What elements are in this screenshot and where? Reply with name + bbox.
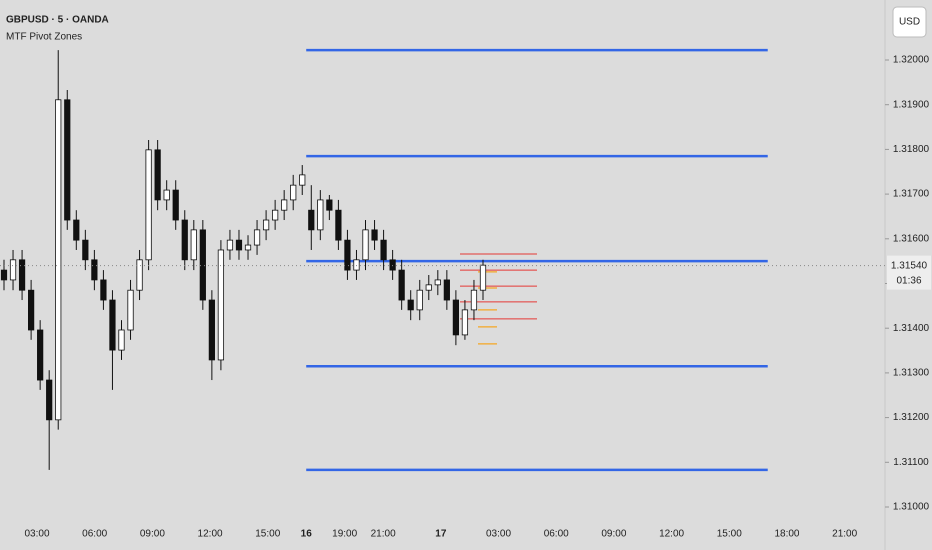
x-tick-label: 21:00 [832, 529, 857, 540]
candle-body [398, 269, 405, 301]
candle-body [208, 299, 215, 361]
candle-body [416, 289, 423, 311]
y-tick-label: 1.31600 [893, 233, 930, 244]
y-tick-label: 1.31900 [893, 99, 930, 110]
candle-body [82, 239, 89, 261]
x-tick-label: 03:00 [486, 529, 511, 540]
x-tick-label: 06:00 [544, 529, 569, 540]
candle-body [226, 239, 234, 251]
candle-body [28, 289, 35, 331]
y-tick-label: 1.31700 [893, 189, 930, 200]
candle-body [262, 219, 270, 231]
candle-body [118, 329, 125, 351]
currency-label[interactable]: USD [899, 17, 920, 28]
candle-body [308, 209, 315, 231]
x-tick-label: 17 [435, 529, 447, 540]
candle-body [371, 229, 378, 241]
candle-body [425, 284, 432, 291]
candle-body [9, 259, 17, 281]
candle-body [109, 299, 116, 351]
y-tick-label: 1.31400 [893, 323, 930, 334]
x-tick-label: 09:00 [601, 529, 626, 540]
candle-body [100, 279, 107, 301]
indicator-name: MTF Pivot Zones [6, 32, 82, 43]
x-tick-label: 09:00 [140, 529, 165, 540]
candle-body [181, 219, 188, 261]
candle-body [362, 229, 369, 261]
candle-body [281, 199, 288, 211]
x-tick-label: 16 [301, 529, 313, 540]
candle-body [380, 239, 387, 261]
y-tick-label: 1.32000 [893, 55, 930, 66]
x-tick-label: 06:00 [82, 529, 107, 540]
candle-body [326, 199, 333, 211]
candle-body [272, 209, 279, 221]
chart-title: GBPUSD · 5 · OANDA [6, 15, 109, 26]
y-tick-label: 1.31000 [893, 502, 930, 513]
currency-button[interactable] [892, 6, 927, 38]
candle-body [344, 239, 351, 271]
y-tick-label: 1.31100 [893, 457, 929, 468]
candle-body [389, 259, 396, 271]
current-price-box [887, 255, 931, 290]
x-tick-label: 12:00 [198, 529, 223, 540]
y-tick-label: 1.31200 [893, 412, 930, 423]
candle-body [172, 189, 179, 221]
x-tick-label: 18:00 [774, 529, 799, 540]
candle-body [299, 174, 306, 186]
candle-body [55, 99, 62, 421]
candle-body [199, 229, 206, 301]
candle-body [145, 149, 152, 261]
candle-body [353, 259, 360, 271]
current-price-label: 1.31540 [891, 260, 928, 271]
x-tick-label: 15:00 [717, 529, 742, 540]
x-tick-label: 12:00 [659, 529, 684, 540]
candle-body [443, 279, 450, 301]
x-tick-label: 21:00 [371, 529, 396, 540]
y-tick-label: 1.31800 [893, 144, 930, 155]
candle-body [479, 264, 487, 291]
candle-body [37, 329, 44, 381]
candle-body [18, 259, 26, 291]
candle-body [163, 189, 170, 201]
x-tick-label: 03:00 [24, 529, 49, 540]
candle-body [73, 219, 80, 241]
countdown-label: 01:36 [896, 275, 921, 286]
candle-body [0, 269, 8, 281]
candle-body [91, 259, 98, 281]
candle-body [434, 279, 441, 286]
y-tick-label: 1.31300 [893, 368, 930, 379]
x-tick-label: 19:00 [332, 529, 357, 540]
candle-body [335, 209, 342, 241]
candle-body [253, 229, 261, 246]
candle-body [290, 184, 297, 201]
candle-body [235, 239, 243, 251]
candle-body [461, 309, 469, 336]
candle-body [64, 99, 71, 221]
candle-body [217, 249, 225, 361]
candle-body [452, 299, 459, 336]
candle-body [407, 299, 414, 311]
candle-body [127, 289, 134, 331]
candle-body [470, 289, 478, 311]
candle-body [154, 149, 161, 201]
candle-body [46, 379, 53, 421]
candle-body [317, 199, 324, 231]
candle-body [244, 244, 252, 251]
candle-body [190, 229, 197, 261]
candle-body [136, 259, 143, 291]
x-tick-label: 15:00 [255, 529, 280, 540]
